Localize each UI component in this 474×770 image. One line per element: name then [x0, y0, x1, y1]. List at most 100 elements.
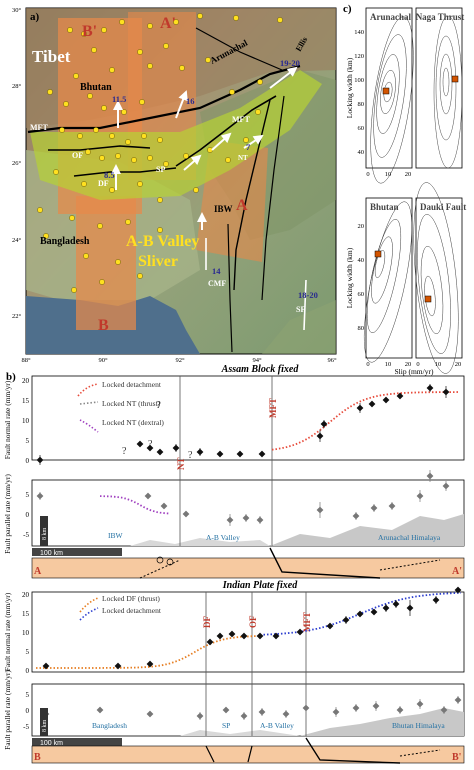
x-tick: 10: [435, 361, 442, 368]
y-tick: 10: [22, 417, 30, 425]
data-point: [272, 632, 280, 640]
model-curve-dextral: [99, 495, 170, 515]
region-label-bhutan: Bhutan Himalaya: [392, 721, 445, 730]
y-tick: 20: [22, 591, 30, 599]
y-axis-label-bottom: Locking width (km): [345, 247, 354, 308]
y-tick: 20: [22, 377, 30, 385]
question-mark: ?: [122, 446, 127, 457]
y-tick: 0: [26, 707, 30, 715]
y-tick: 15: [22, 610, 30, 618]
data-point: [352, 704, 360, 712]
data-point: [396, 392, 404, 400]
y-tick: 0: [26, 667, 30, 675]
y-tick: -5: [23, 723, 29, 731]
data-point: [146, 710, 154, 718]
scale-bar: [32, 738, 122, 746]
data-point: [442, 388, 450, 396]
x-tick: 10: [385, 171, 392, 178]
data-point: [228, 630, 236, 638]
lat-tick: 24°: [12, 237, 22, 244]
data-point: [236, 450, 244, 458]
fault-label-mft: MFT: [302, 612, 312, 632]
contour-plot-arunachal: Arunachal: [365, 7, 414, 184]
y-axis-label-parallel: Fault parallel rate (mm/yr): [3, 474, 12, 554]
lat-tick: 26°: [12, 160, 22, 167]
contour-plot-dauki: Dauki Fault: [413, 182, 466, 374]
mft-fault: [27, 64, 301, 134]
fault-label-nt: NT: [176, 457, 186, 470]
lat-tick: 28°: [12, 83, 22, 90]
y-axis-label-normal: Fault normal rate (mm/yr): [3, 380, 12, 459]
y-tick: 100: [354, 77, 364, 84]
data-point: [206, 638, 214, 646]
data-point: [256, 632, 264, 640]
y-tick: 60: [358, 291, 365, 298]
panel-c-contours: c) Arunachal Naga Thrust: [343, 3, 466, 376]
map-label-sliver: Sliver: [138, 253, 178, 270]
lat-tick: 30°: [12, 7, 22, 14]
profile-end-a: A: [34, 566, 42, 577]
map-label-bangladesh: Bangladesh: [40, 236, 90, 247]
data-point: [356, 404, 364, 412]
data-point: [370, 608, 378, 616]
panel-b-profiles: b) Assam Block fixed 20 15 10 5 0 5 0 -5…: [3, 364, 465, 764]
data-point: [326, 622, 334, 630]
profile-label-a: A: [236, 197, 248, 214]
best-fit-marker: [382, 87, 390, 95]
data-point: [416, 700, 424, 708]
data-point: [296, 628, 304, 636]
data-point: [96, 706, 104, 714]
rate-label: 7: [246, 142, 251, 152]
best-fit-marker: [451, 75, 459, 83]
panel-a-map: 88° 90° 92° 94° 96° 30° 28° 26° 24° 22° …: [12, 7, 337, 364]
map-label-cmf: CMF: [208, 279, 226, 288]
plot-title-bhutan: Bhutan: [370, 202, 399, 212]
y-axis-label-top: Locking width (km): [345, 57, 354, 118]
profile-title-assam: Assam Block fixed: [221, 364, 300, 375]
fault-label-mft: MFT: [268, 398, 278, 418]
ibw-fault: [233, 99, 271, 291]
region-label-ab-valley: A-B Valley: [206, 533, 240, 542]
lon-tick: 90°: [98, 357, 108, 364]
y-tick: 40: [358, 149, 365, 156]
lon-tick: 88°: [21, 357, 31, 364]
scale-bar: [32, 548, 122, 556]
question-mark: ?: [148, 439, 153, 450]
y-tick: 10: [22, 629, 30, 637]
data-point: [144, 492, 152, 500]
x-tick: 20: [405, 361, 412, 368]
data-point: [282, 710, 290, 718]
profile-label-a-prime: A': [160, 15, 176, 32]
y-tick: 5: [26, 437, 30, 445]
cross-section: [31, 745, 465, 764]
model-curve-df: [36, 635, 258, 669]
data-point: [416, 492, 424, 500]
data-point: [370, 504, 378, 512]
data-point: [454, 586, 462, 594]
fault-label-of: OF: [248, 615, 258, 628]
data-point: [426, 472, 434, 480]
data-point: [406, 604, 414, 612]
of-fault: [48, 145, 151, 151]
legend-assam: Locked detachment Locked NT (thrust) ? L…: [77, 380, 164, 433]
panel-c-label: c): [343, 3, 352, 15]
data-point: [342, 616, 350, 624]
plot-frame: [31, 375, 465, 461]
x-tick: 0: [366, 361, 369, 368]
rate-label: 14: [212, 266, 221, 276]
map-label-mft-east: MFT: [232, 115, 250, 124]
contour-plot-naga: Naga Thrust: [415, 7, 464, 169]
rate-label: 18-20: [298, 290, 318, 300]
x-tick: 10: [385, 361, 392, 368]
plot-title-arunachal: Arunachal: [370, 12, 412, 22]
region-label-ab-valley: A-B Valley: [260, 721, 294, 730]
x-tick: 0: [416, 361, 419, 368]
plot-title-dauki: Dauki Fault: [420, 202, 466, 212]
question-mark: ?: [156, 399, 161, 411]
cross-section: [31, 557, 465, 579]
profile-label-b: B: [98, 317, 109, 334]
data-point: [136, 440, 144, 448]
data-point: [242, 514, 250, 522]
profile-end-b-prime: B': [452, 752, 462, 763]
fault-parallel-points: [36, 470, 450, 526]
